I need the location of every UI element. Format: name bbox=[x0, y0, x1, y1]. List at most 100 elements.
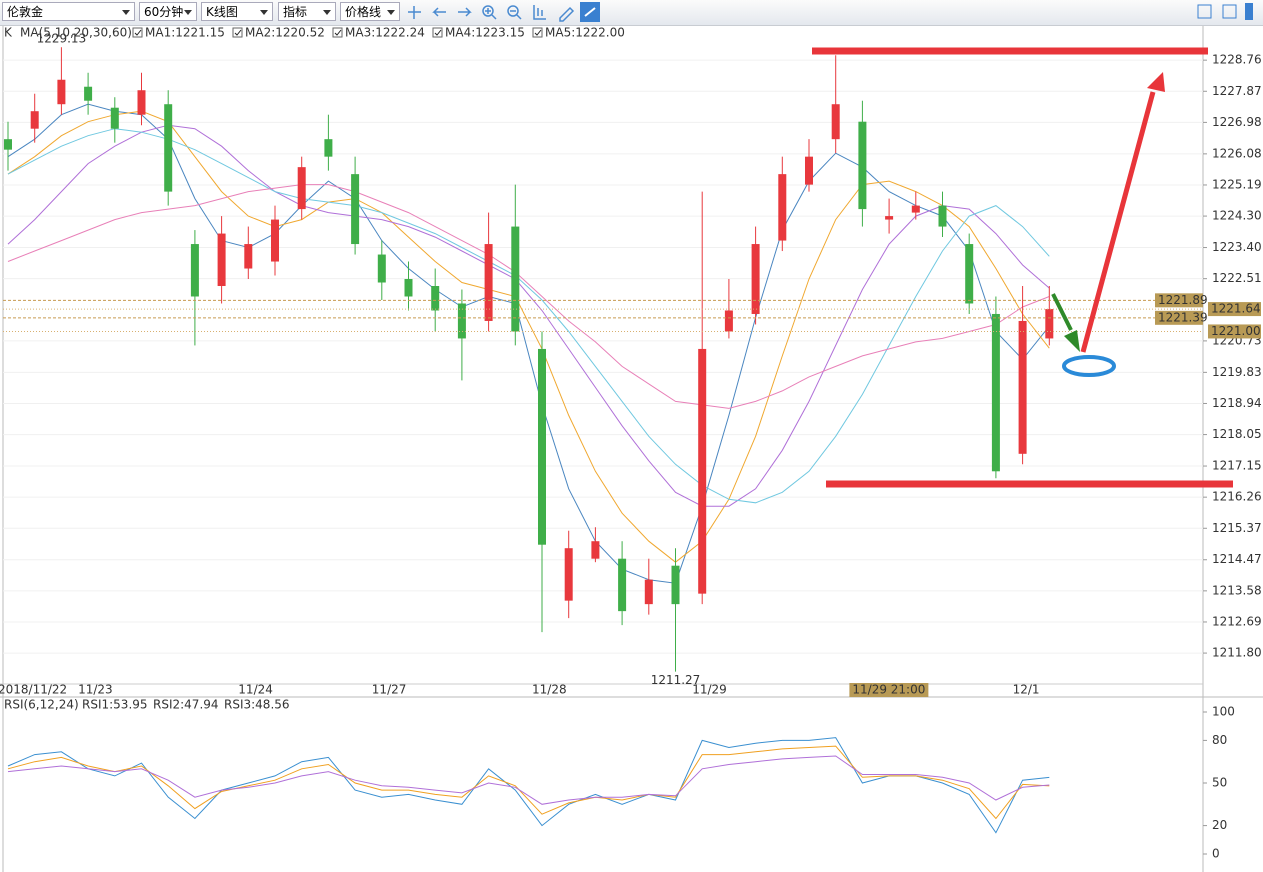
legend-checkbox[interactable] bbox=[132, 27, 143, 38]
price-tag bbox=[1155, 310, 1203, 325]
x-tick-label: 11/29 bbox=[692, 683, 727, 697]
y-tick-label: 1228.76 bbox=[1212, 53, 1262, 67]
legend-checkbox[interactable] bbox=[232, 27, 243, 38]
candle-body bbox=[831, 104, 840, 140]
candle-body bbox=[484, 244, 493, 321]
candle-body bbox=[724, 310, 733, 332]
y-tick-label: 1219.83 bbox=[1212, 365, 1262, 379]
legend-label: RSI1:53.95 bbox=[82, 698, 148, 712]
right-icon[interactable] bbox=[458, 7, 472, 17]
toolbar-icons bbox=[408, 2, 600, 22]
candle-body bbox=[564, 548, 573, 601]
legend-checkbox[interactable] bbox=[532, 27, 543, 38]
series-line bbox=[7, 755, 1050, 805]
y-tick-label: 1227.87 bbox=[1212, 84, 1262, 98]
candle-body bbox=[244, 244, 253, 269]
candle-body bbox=[190, 244, 199, 297]
series-line bbox=[7, 745, 1050, 820]
plot: 1228.76 1227.87 1226.98 1226.08 1225.19 1224.… bbox=[0, 26, 1262, 861]
y-tick-label: 1212.69 bbox=[1212, 614, 1262, 628]
candle-body bbox=[57, 79, 66, 105]
x-tick-label: 11/23 bbox=[78, 683, 113, 697]
series-line bbox=[7, 128, 1050, 504]
zoom-out-icon[interactable] bbox=[507, 5, 519, 17]
y-tick-label: 20 bbox=[1212, 818, 1227, 832]
candle-body bbox=[885, 216, 894, 220]
legend-label: MA5:1222.00 bbox=[545, 26, 625, 40]
legend-label: RSI2:47.94 bbox=[153, 698, 219, 712]
candle-body bbox=[671, 565, 680, 605]
candle-body bbox=[858, 121, 867, 210]
legend-label: MA4:1223.15 bbox=[445, 26, 525, 40]
link-glyph bbox=[584, 7, 596, 17]
y-tick-label: 0 bbox=[1212, 847, 1220, 861]
legend-checkbox[interactable] bbox=[332, 27, 343, 38]
candle-body bbox=[30, 111, 39, 129]
y-tick-label: 1216.26 bbox=[1212, 490, 1262, 504]
x-tick-label: 11/24 bbox=[238, 683, 273, 697]
y-tick-label: 1215.37 bbox=[1212, 521, 1262, 535]
y-tick-label: 1211.80 bbox=[1212, 646, 1262, 660]
candle-body bbox=[911, 205, 920, 213]
candle-body bbox=[1045, 309, 1054, 339]
left-icon[interactable] bbox=[432, 7, 446, 17]
period-select[interactable]: 60分钟 bbox=[139, 2, 197, 21]
y-tick-label: 1214.47 bbox=[1212, 552, 1262, 566]
x-tick-highlight bbox=[849, 683, 929, 697]
candle-body bbox=[431, 286, 440, 311]
pen-icon[interactable] bbox=[559, 6, 575, 22]
candle-body bbox=[164, 104, 173, 192]
check bbox=[234, 29, 242, 36]
bar-icon[interactable] bbox=[533, 5, 546, 20]
x-tick-label: 11/28 bbox=[532, 683, 567, 697]
y-tick-label: 1218.05 bbox=[1212, 427, 1262, 441]
layout-icon[interactable] bbox=[1197, 4, 1212, 19]
x-tick-label: 11/27 bbox=[372, 683, 407, 697]
candle-body bbox=[644, 579, 653, 605]
candle-body bbox=[591, 541, 600, 559]
indicator-select[interactable]: 指标 bbox=[278, 2, 336, 21]
chart-type-select[interactable]: K线图 bbox=[201, 2, 273, 21]
y-tick-label: 1223.40 bbox=[1212, 240, 1262, 254]
candle-body bbox=[618, 558, 627, 612]
price-tag bbox=[1155, 293, 1203, 308]
symbol-select[interactable]: 伦敦金 bbox=[2, 2, 135, 21]
legend-label: RSI3:48.56 bbox=[224, 698, 290, 712]
panel-icon[interactable] bbox=[1245, 3, 1253, 20]
candle-body bbox=[377, 254, 386, 283]
low-label: 1211.27 bbox=[651, 673, 701, 687]
zoom-in-icon[interactable] bbox=[482, 5, 494, 17]
drawn-ellipse[interactable] bbox=[1062, 355, 1116, 377]
arrow-head bbox=[1147, 72, 1165, 92]
candle-body bbox=[805, 156, 813, 185]
candle-body bbox=[511, 226, 520, 332]
rsi-title: RSI(6,12,24) bbox=[4, 698, 79, 712]
check bbox=[334, 29, 342, 36]
check bbox=[434, 29, 442, 36]
x-tick-label: 11/29 21:00 bbox=[852, 683, 925, 697]
y-tick-label: 80 bbox=[1212, 733, 1227, 747]
candle-body bbox=[271, 219, 279, 262]
price-tag-label: 1221.39 bbox=[1158, 310, 1208, 324]
drawn-arrow[interactable] bbox=[1051, 293, 1073, 331]
drawn-arrow[interactable] bbox=[1080, 91, 1156, 353]
y-tick-label: 1213.58 bbox=[1212, 583, 1262, 597]
high-label: 1229.13 bbox=[37, 32, 87, 46]
candle-body bbox=[938, 205, 947, 227]
candle-body bbox=[110, 107, 119, 129]
layout-icon[interactable] bbox=[1222, 4, 1237, 19]
y-tick-label: 1217.15 bbox=[1212, 459, 1262, 473]
axis-tag bbox=[1208, 302, 1261, 317]
y-tick-label: 1218.94 bbox=[1212, 396, 1262, 410]
series-line bbox=[7, 737, 1050, 834]
ma-label: MA(5,10,20,30,60) bbox=[20, 26, 132, 40]
y-tick-label: 1222.51 bbox=[1212, 271, 1262, 285]
candle-body bbox=[457, 303, 466, 339]
y-tick-label: 100 bbox=[1212, 705, 1235, 719]
legend-checkbox[interactable] bbox=[432, 27, 443, 38]
crosshair-icon[interactable] bbox=[408, 6, 421, 19]
candle-body bbox=[297, 167, 306, 210]
price-line-select[interactable]: 价格线 bbox=[340, 2, 400, 21]
series-line bbox=[7, 103, 1050, 584]
